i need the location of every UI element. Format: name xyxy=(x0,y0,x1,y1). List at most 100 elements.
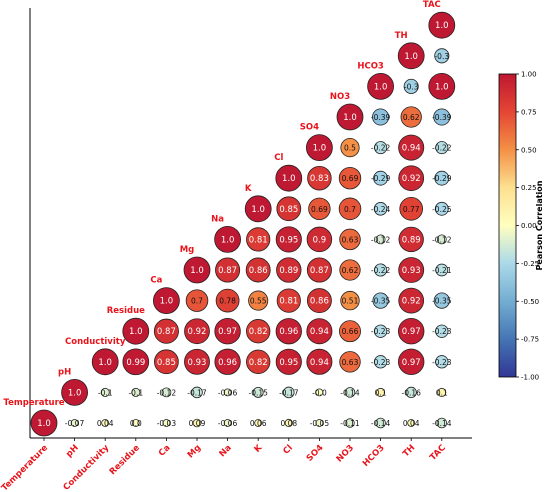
diagonal-variable-label: Temperature xyxy=(3,398,64,408)
correlation-cell xyxy=(284,418,293,428)
cell-value-label: 0.9 xyxy=(313,235,327,245)
x-tick-label: pH xyxy=(64,443,80,459)
cell-value-label: 0.94 xyxy=(310,358,329,368)
cell-value-label: -0.14 xyxy=(432,419,452,428)
correlation-cell xyxy=(305,134,333,162)
correlation-cell xyxy=(61,378,88,406)
cell-value-label: 0.82 xyxy=(249,327,268,337)
correlation-cell xyxy=(184,318,210,345)
cell-value-label: 0.63 xyxy=(342,235,359,244)
correlation-cell xyxy=(372,292,389,309)
correlation-cell xyxy=(223,419,232,427)
cell-value-label: 0.77 xyxy=(403,205,420,214)
cell-value-label: -0.39 xyxy=(371,113,391,122)
diagonal-variable-label: pH xyxy=(58,367,71,377)
correlation-cell xyxy=(340,138,360,158)
correlation-cell xyxy=(434,48,450,64)
cell-value-label: 0.69 xyxy=(342,174,359,183)
cell-value-label: -0.39 xyxy=(432,113,452,122)
cell-value-label: 1.0 xyxy=(343,113,357,123)
cell-value-label: -0.23 xyxy=(432,327,452,336)
cell-value-label: -0.14 xyxy=(371,419,391,428)
correlation-cell xyxy=(434,170,450,186)
correlation-cell xyxy=(398,134,425,161)
correlation-cell xyxy=(152,287,180,315)
correlation-cell xyxy=(397,42,425,70)
correlation-cell xyxy=(244,195,272,223)
correlation-cell xyxy=(131,419,140,427)
correlation-cell xyxy=(435,324,449,338)
cell-value-label: -0.22 xyxy=(371,144,391,153)
correlation-cell xyxy=(214,225,242,253)
cell-value-label: 1.0 xyxy=(190,266,204,276)
correlation-cell xyxy=(397,348,425,376)
cell-value-label: 0.94 xyxy=(310,327,329,337)
correlation-cell xyxy=(433,108,451,126)
diagonal-variable-label: Cl xyxy=(274,153,283,163)
correlation-cell xyxy=(435,355,449,369)
cell-value-label: -0.1 xyxy=(128,388,143,397)
correlation-cell xyxy=(339,259,361,281)
cell-value-label: 0.81 xyxy=(279,297,298,307)
cell-value-label: 0.82 xyxy=(249,358,268,368)
correlation-cell xyxy=(340,290,360,311)
cell-value-label: 0.66 xyxy=(342,327,359,336)
correlation-cell xyxy=(435,263,449,277)
colorbar-tick-label: -0.50 xyxy=(521,298,539,306)
cell-value-label: -0.16 xyxy=(401,388,421,397)
correlation-cell xyxy=(275,226,302,253)
cell-value-label: -0.3 xyxy=(404,82,419,91)
cell-value-label: 0.89 xyxy=(402,235,421,245)
x-tick-label: TH xyxy=(401,443,417,459)
correlation-cell xyxy=(306,288,332,314)
diagonal-variable-label: Residue xyxy=(107,306,145,316)
cell-value-label: 1.0 xyxy=(68,388,82,398)
diagonal-variable-label: NO3 xyxy=(330,92,350,102)
cell-value-label: -0.23 xyxy=(371,327,391,336)
cell-value-label: -0.12 xyxy=(371,235,391,244)
cell-value-label: 1.0 xyxy=(251,205,265,215)
correlation-cell xyxy=(192,418,202,428)
cell-value-label: 0.97 xyxy=(402,358,421,368)
cell-value-label: -0.22 xyxy=(432,144,452,153)
cell-value-label: 0.87 xyxy=(218,266,237,276)
correlation-cell xyxy=(435,141,449,155)
correlation-cell xyxy=(246,319,271,344)
cell-value-label: 1.0 xyxy=(374,82,388,92)
diagonal-variable-label: TAC xyxy=(423,0,441,10)
correlation-cell xyxy=(403,78,419,94)
x-tick-label: K xyxy=(253,443,265,455)
x-tick-label: TAC xyxy=(428,443,448,463)
cell-value-label: -0.12 xyxy=(157,388,177,397)
cell-value-label: -0.25 xyxy=(432,205,452,214)
cell-value-label: 0.85 xyxy=(157,358,176,368)
correlation-cell xyxy=(161,387,172,398)
cell-value-label: 0.87 xyxy=(310,266,329,276)
cell-value-label: 0.97 xyxy=(218,327,237,337)
correlation-cell xyxy=(184,348,210,375)
correlation-cell xyxy=(154,349,179,375)
correlation-cell xyxy=(434,201,449,216)
correlation-cell xyxy=(373,170,389,186)
colorbar-tick-label: 0.00 xyxy=(521,222,537,230)
correlation-cell xyxy=(344,387,356,398)
correlation-cell xyxy=(339,228,361,251)
cell-value-label: -0.12 xyxy=(432,235,452,244)
cell-value-label: -0.23 xyxy=(432,358,452,367)
correlation-cell xyxy=(375,234,386,245)
cell-value-label: 1.0 xyxy=(129,327,143,337)
diagonal-variable-label: K xyxy=(245,184,252,194)
cell-value-label: -0.03 xyxy=(157,419,177,428)
cell-value-label: 0.93 xyxy=(402,266,421,276)
cell-value-label: 0.87 xyxy=(157,327,176,337)
cell-value-label: 0.06 xyxy=(250,419,267,428)
correlation-cell xyxy=(433,292,450,309)
diagonal-variable-label: Ca xyxy=(150,276,162,286)
correlation-cell xyxy=(437,387,447,397)
colorbar-tick-label: 1.00 xyxy=(521,71,537,79)
cell-value-label: 1.0 xyxy=(221,235,235,245)
cell-value-label: -0.22 xyxy=(371,266,391,275)
correlation-cell xyxy=(191,386,203,399)
cell-value-label: 0.5 xyxy=(344,144,356,153)
